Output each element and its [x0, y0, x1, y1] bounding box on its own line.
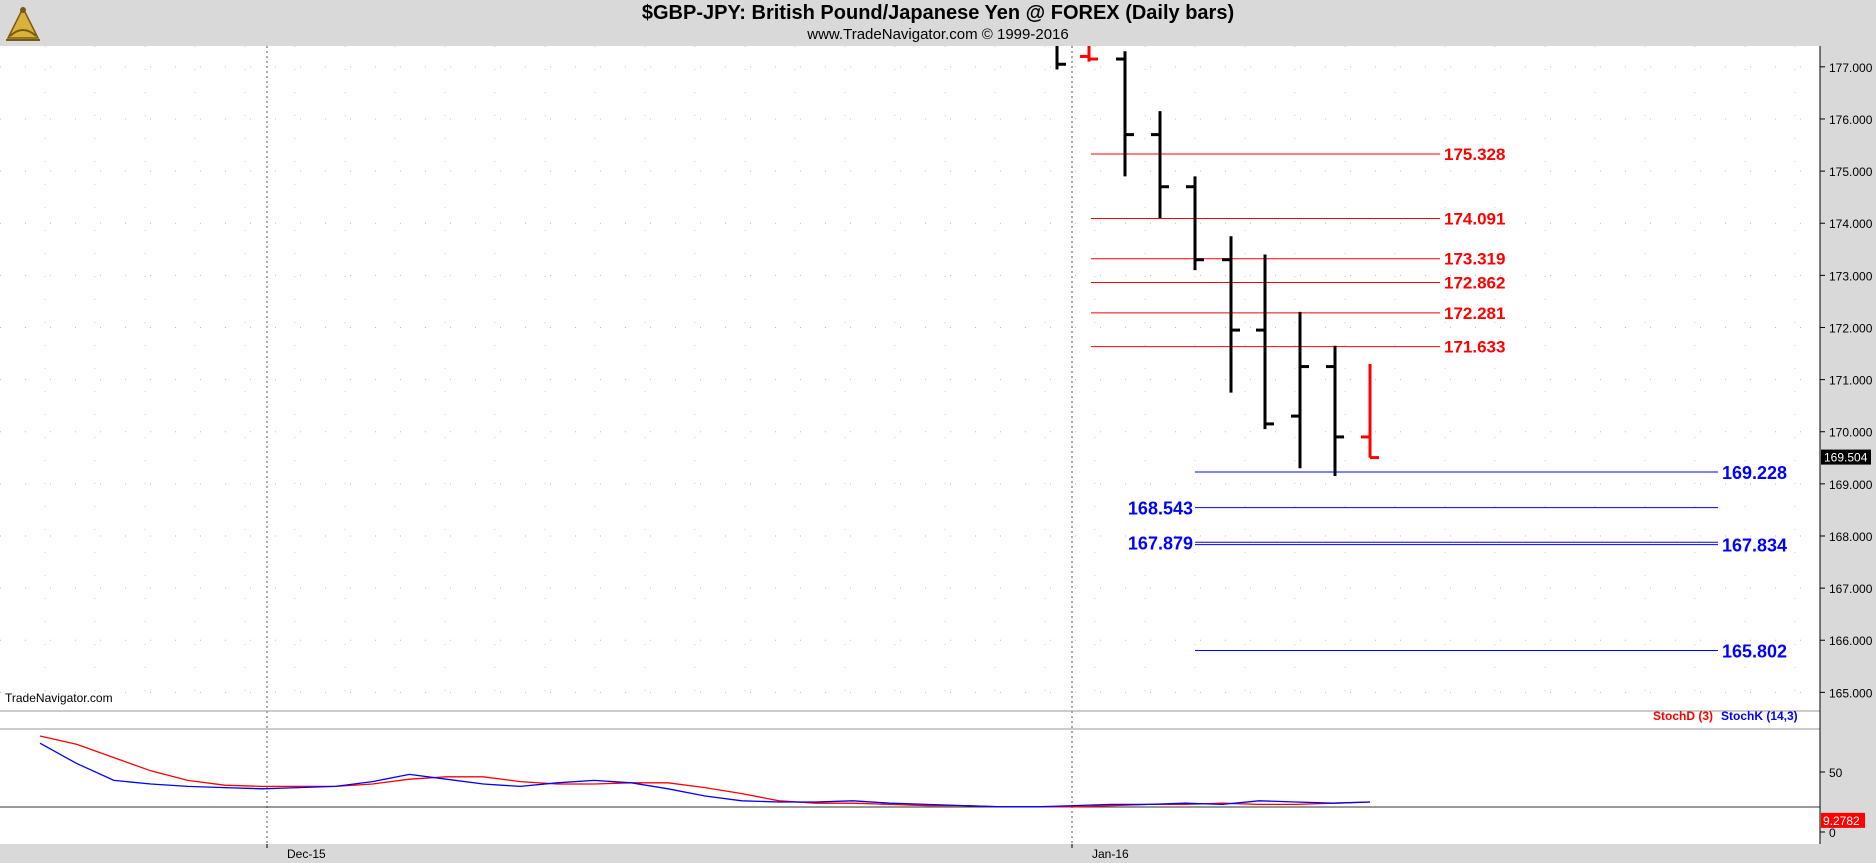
- y-tick-label: 169.000: [1829, 478, 1873, 492]
- resistance-label: 175.328: [1444, 145, 1505, 164]
- ohlc-bar: [1326, 345, 1344, 477]
- chart-title: $GBP-JPY: British Pound/Japanese Yen @ F…: [641, 2, 1235, 24]
- y-tick-label: 172.000: [1829, 321, 1873, 335]
- stochastic-panel: StochD (3) StochK (14,3): [0, 709, 1820, 808]
- chart-subtitle: www.TradeNavigator.com © 1999-2016: [807, 26, 1069, 43]
- sextant-logo-icon: [6, 6, 40, 41]
- ohlc-bar: [1361, 363, 1379, 460]
- y-tick-label: 165.000: [1829, 686, 1873, 700]
- ohlc-bar: [1222, 236, 1240, 393]
- resistance-label: 172.862: [1444, 274, 1505, 293]
- support-label: 167.879: [1128, 533, 1193, 553]
- resistance-label: 172.281: [1444, 304, 1505, 323]
- ohlc-bar: [1186, 176, 1204, 271]
- price-plot-bg: [0, 46, 1820, 708]
- last-price-box: [1821, 449, 1871, 465]
- y-tick-label: 166.000: [1829, 634, 1873, 648]
- stoch-last-value-label: 9.2782: [1823, 814, 1860, 828]
- ohlc-bar: [1116, 51, 1134, 177]
- x-tick-label: Dec-15: [287, 847, 326, 861]
- stoch-y-tick-label: 50: [1829, 766, 1843, 780]
- support-label: 169.228: [1722, 463, 1787, 483]
- legend-stochd: StochD (3): [1653, 709, 1713, 723]
- x-axis-panel: [0, 844, 1876, 863]
- y-tick-label: 168.000: [1829, 530, 1873, 544]
- y-tick-label: 167.000: [1829, 582, 1873, 596]
- resistance-label: 173.319: [1444, 250, 1505, 269]
- legend-stochk: StochK (14,3): [1721, 709, 1798, 723]
- y-tick-label: 170.000: [1829, 426, 1873, 440]
- axes: 165.000 166.000 167.000 168.000 169.000 170.0…: [0, 46, 1876, 863]
- y-tick-label: 173.000: [1829, 269, 1873, 283]
- y-tick-label: 171.000: [1829, 374, 1873, 388]
- support-label: 167.834: [1722, 536, 1787, 556]
- price-panel: 175.328 174.091 173.319 172.862 172.281 171.6…: [0, 46, 1820, 844]
- resistance-label: 171.633: [1444, 338, 1505, 357]
- y-tick-label: 177.000: [1829, 61, 1873, 75]
- watermark: TradeNavigator.com: [5, 691, 113, 705]
- stoch-line-k: [39, 742, 1371, 808]
- stoch-y-tick-label: 0: [1829, 826, 1836, 840]
- ohlc-bar: [1080, 46, 1098, 62]
- support-label: 168.543: [1128, 499, 1193, 519]
- y-tick-label: 176.000: [1829, 113, 1873, 127]
- resistance-label: 174.091: [1444, 209, 1505, 228]
- ohlc-bar: [1055, 46, 1066, 70]
- ohlc-bar: [1151, 111, 1169, 219]
- chart-header: $GBP-JPY: British Pound/Japanese Yen @ F…: [0, 0, 1876, 46]
- x-tick-label: Jan-16: [1092, 847, 1129, 861]
- ohlc-bar: [1256, 254, 1274, 430]
- last-price-label: 169.504: [1824, 451, 1868, 465]
- y-tick-label: 175.000: [1829, 165, 1873, 179]
- y-tick-label: 174.000: [1829, 217, 1873, 231]
- ohlc-bar: [1291, 311, 1309, 469]
- stoch-last-value-box: [1821, 812, 1865, 828]
- support-label: 165.802: [1722, 642, 1787, 662]
